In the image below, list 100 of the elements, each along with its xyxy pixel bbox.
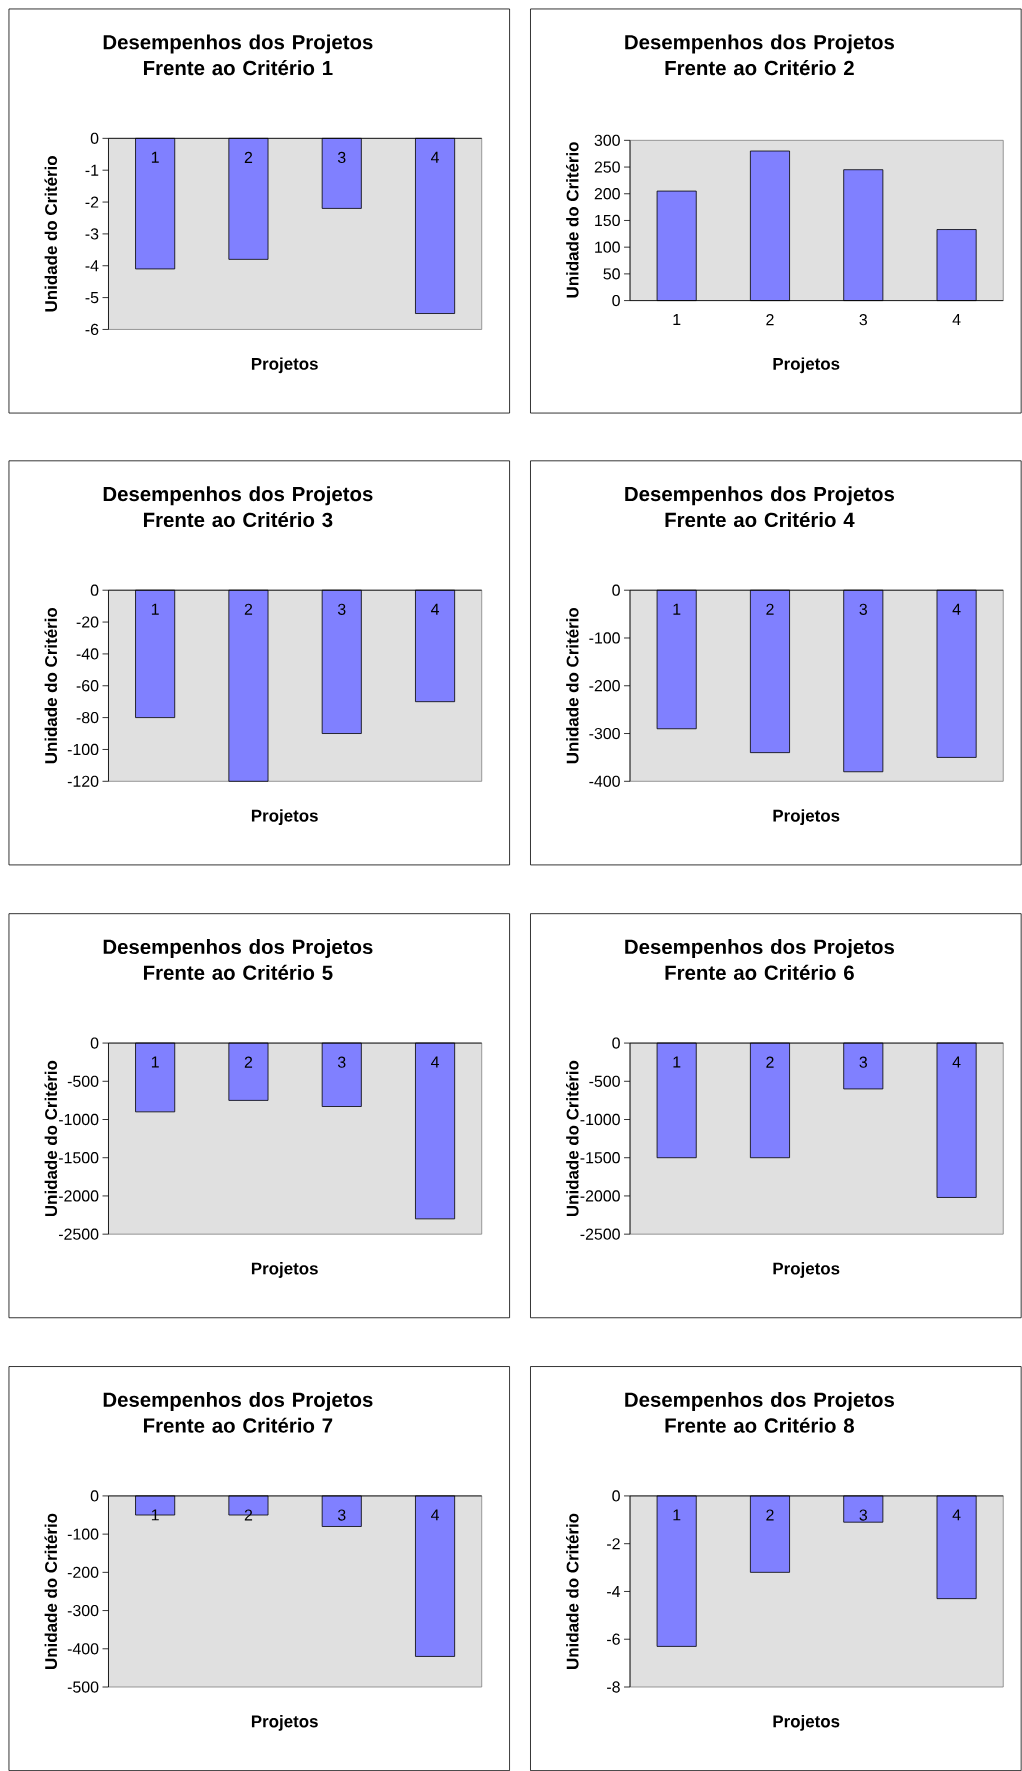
chart-title: Desempenhos dos Projetos Frente ao Critério 8 (625, 1391, 894, 1433)
y-tick-label: -40 (76, 648, 99, 660)
y-tick-label: -400 (67, 1643, 99, 1655)
y-tick-label: -500 (67, 1681, 99, 1693)
y-tick-label: -8 (607, 1681, 620, 1693)
x-tick-label: 3 (859, 314, 867, 326)
y-tick-label: 0 (612, 1490, 620, 1502)
y-tick-label: 0 (612, 294, 620, 307)
x-axis-title: Projetos (251, 809, 318, 826)
x-axis-title: Projetos (251, 357, 318, 374)
y-tick-label: -60 (76, 680, 99, 692)
x-tick-label: 2 (244, 151, 253, 163)
y-tick-label: -300 (589, 727, 620, 740)
y-tick-label: 0 (612, 1037, 620, 1049)
x-tick-label: 1 (151, 1056, 159, 1068)
y-tick-label: -300 (67, 1604, 99, 1617)
y-tick-label: 150 (595, 214, 620, 227)
x-axis-title: Projetos (773, 357, 840, 374)
x-axis-title: Projetos (251, 1714, 318, 1731)
y-tick-label: -2500 (58, 1228, 99, 1240)
x-tick-label: 3 (859, 1509, 867, 1521)
y-tick-label: -100 (67, 1528, 99, 1540)
y-tick-label: 0 (90, 1490, 99, 1502)
y-tick-label: -400 (589, 775, 620, 787)
x-tick-label: 4 (430, 1509, 439, 1521)
x-tick-label: 1 (151, 603, 159, 615)
chart-title: Desempenhos dos Projetos Frente ao Critério 1 (103, 34, 373, 76)
x-tick-label: 4 (430, 151, 439, 163)
x-tick-label: 1 (673, 1056, 681, 1068)
x-axis-title: Projetos (251, 1262, 318, 1278)
x-tick-label: 3 (337, 1056, 346, 1068)
y-tick-label: -3 (85, 228, 99, 240)
y-tick-label: -6 (85, 323, 99, 336)
y-axis-title: Unidade do Critério (44, 1060, 57, 1217)
x-tick-label: 1 (151, 151, 159, 163)
y-tick-label: -20 (76, 616, 99, 628)
y-tick-label: 200 (594, 188, 620, 200)
x-tick-label: 1 (673, 314, 681, 326)
x-tick-label: 2 (766, 314, 774, 326)
x-tick-label: 1 (673, 603, 681, 615)
x-tick-label: 2 (244, 1509, 253, 1521)
y-tick-label: 0 (612, 584, 620, 596)
x-tick-label: 3 (337, 151, 346, 164)
y-tick-label: 100 (595, 241, 620, 253)
y-tick-label: -80 (76, 711, 99, 724)
y-axis-title: Unidade do Critério (565, 142, 579, 298)
y-tick-label: -1500 (580, 1152, 620, 1164)
chart-title: Desempenhos dos Projetos Frente ao Critério 4 (625, 486, 894, 528)
chart-title: Desempenhos dos Projetos Frente ao Critério 2 (625, 34, 894, 76)
y-axis-title: Unidade do Critério (565, 1513, 579, 1669)
y-tick-label: -500 (67, 1075, 99, 1087)
x-tick-label: 4 (952, 1056, 961, 1068)
y-tick-label: -1500 (58, 1152, 99, 1164)
y-tick-label: -6 (607, 1633, 620, 1645)
y-tick-label: -100 (589, 632, 620, 644)
y-tick-label: 250 (594, 161, 620, 173)
y-axis-title: Unidade do Critério (565, 1060, 579, 1217)
x-tick-label: 4 (952, 603, 961, 615)
y-tick-label: -2500 (580, 1228, 620, 1240)
y-tick-label: -2 (85, 196, 99, 208)
y-axis-title: Unidade do Critério (565, 607, 579, 764)
x-tick-label: 3 (859, 1056, 867, 1068)
y-tick-label: 0 (90, 1037, 99, 1049)
y-tick-label: -1 (85, 164, 99, 176)
x-tick-label: 3 (859, 603, 867, 615)
y-tick-label: 50 (603, 268, 620, 280)
y-tick-label: 0 (90, 132, 99, 144)
y-axis-title: Unidade do Critério (44, 607, 57, 764)
y-tick-label: 300 (594, 134, 620, 146)
y-tick-label: -120 (67, 775, 99, 787)
y-tick-label: -1000 (580, 1113, 620, 1126)
chart-title: Desempenhos dos Projetos Frente ao Critério 6 (625, 939, 894, 980)
y-tick-label: -100 (67, 743, 99, 756)
chart-title: Desempenhos dos Projetos Frente ao Critério 3 (103, 486, 373, 528)
y-axis-title: Unidade do Critério (44, 156, 57, 312)
y-tick-label: -4 (85, 260, 99, 272)
x-tick-label: 2 (244, 1056, 253, 1068)
x-tick-label: 4 (430, 603, 439, 615)
x-axis-title: Projetos (773, 809, 840, 826)
x-tick-label: 4 (952, 314, 961, 326)
x-tick-label: 1 (151, 1509, 159, 1521)
x-tick-label: 2 (244, 603, 253, 615)
y-tick-label: -4 (607, 1585, 620, 1597)
x-tick-label: 2 (766, 603, 774, 615)
y-tick-label: -2000 (58, 1190, 99, 1202)
y-tick-label: -2 (607, 1538, 620, 1550)
y-tick-label: -200 (589, 680, 620, 692)
x-tick-label: 2 (766, 1509, 774, 1521)
x-axis-title: Projetos (773, 1714, 840, 1731)
x-tick-label: 4 (430, 1056, 439, 1068)
y-tick-label: -5 (85, 292, 99, 304)
chart-title: Desempenhos dos Projetos Frente ao Critério 5 (103, 939, 373, 980)
chart-title: Desempenhos dos Projetos Frente ao Critério 7 (103, 1391, 373, 1433)
y-tick-label: -500 (589, 1075, 620, 1087)
y-axis-title: Unidade do Critério (44, 1513, 57, 1669)
x-axis-title: Projetos (773, 1262, 840, 1278)
x-tick-label: 2 (766, 1056, 774, 1068)
x-tick-label: 3 (337, 603, 346, 615)
y-tick-label: 0 (90, 584, 99, 596)
x-tick-label: 1 (673, 1509, 681, 1521)
